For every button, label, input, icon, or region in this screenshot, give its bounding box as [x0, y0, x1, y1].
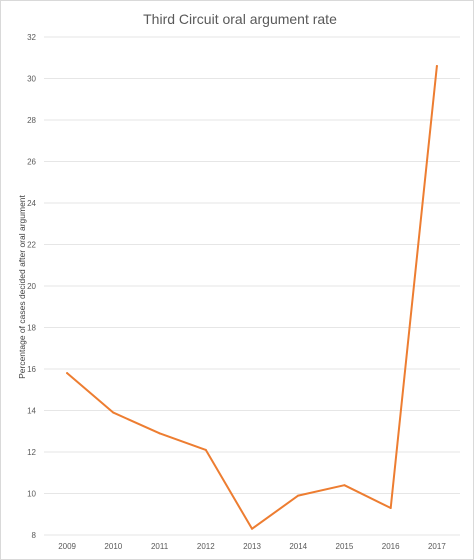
y-tick-label: 32	[27, 33, 36, 42]
x-axis-ticks: 2009 2010 2011 2012 2013 2014 2015 2016 2017	[58, 542, 446, 551]
y-tick-label: 18	[27, 324, 36, 333]
x-tick-label: 2013	[243, 542, 261, 551]
data-point	[251, 527, 253, 530]
y-tick-label: 16	[27, 365, 36, 374]
y-tick-label: 26	[27, 158, 36, 167]
y-axis-ticks: 8 10 12 14 16 18 20 22 24 26 28 30 32	[27, 33, 36, 540]
y-tick-label: 14	[27, 407, 36, 416]
y-axis-label: Percentage of cases decided after oral a…	[17, 194, 27, 378]
data-point	[435, 65, 438, 68]
x-tick-label: 2015	[336, 542, 354, 551]
x-tick-label: 2017	[428, 542, 446, 551]
series-layer	[66, 65, 438, 530]
data-point	[112, 411, 115, 414]
y-tick-label: 22	[27, 241, 36, 250]
data-point	[66, 372, 69, 375]
x-tick-label: 2011	[151, 542, 169, 551]
x-tick-label: 2014	[289, 542, 307, 551]
y-tick-label: 30	[27, 75, 36, 84]
y-tick-label: 8	[32, 531, 37, 540]
y-tick-label: 20	[27, 282, 36, 291]
data-point	[343, 484, 346, 487]
x-tick-label: 2016	[382, 542, 400, 551]
y-tick-label: 10	[27, 490, 36, 499]
y-tick-label: 24	[27, 199, 36, 208]
x-tick-label: 2012	[197, 542, 215, 551]
data-point	[389, 507, 392, 510]
chart-title: Third Circuit oral argument rate	[143, 11, 337, 27]
series-line	[66, 65, 438, 530]
data-point	[158, 432, 161, 435]
data-point	[297, 494, 300, 497]
x-tick-label: 2010	[104, 542, 122, 551]
y-tick-label: 12	[27, 448, 36, 457]
y-tick-label: 28	[27, 116, 36, 125]
x-tick-label: 2009	[58, 542, 76, 551]
data-point	[204, 448, 207, 451]
gridlines	[44, 36, 460, 536]
